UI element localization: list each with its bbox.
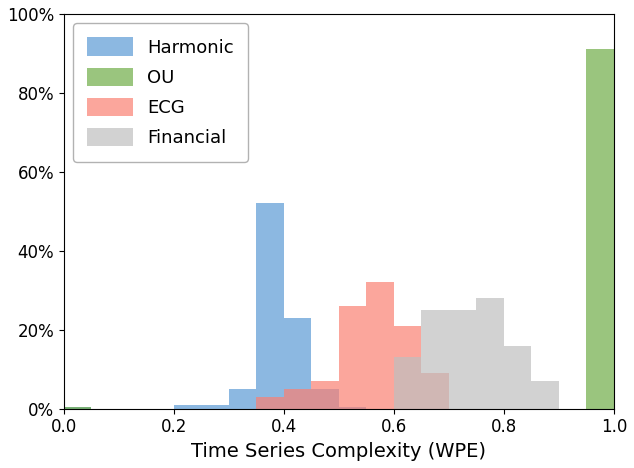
Bar [284, 318, 311, 409]
Bar [394, 358, 422, 409]
Bar [531, 381, 559, 409]
X-axis label: Time Series Complexity (WPE): Time Series Complexity (WPE) [191, 442, 486, 461]
Bar [256, 397, 284, 409]
Bar [422, 373, 449, 409]
Bar [174, 405, 202, 409]
Bar [64, 407, 91, 409]
Bar [339, 407, 366, 409]
Bar [339, 306, 366, 409]
Bar [311, 389, 339, 409]
Bar [202, 405, 229, 409]
Bar [311, 381, 339, 409]
Bar [229, 389, 256, 409]
Legend: Harmonic, OU, ECG, Financial: Harmonic, OU, ECG, Financial [73, 23, 248, 162]
Bar [256, 204, 284, 409]
Bar [476, 298, 504, 409]
Bar [394, 326, 422, 409]
Bar [64, 407, 91, 409]
Bar [284, 389, 311, 409]
Bar [366, 282, 394, 409]
Bar [449, 310, 476, 409]
Bar [586, 50, 614, 409]
Bar [422, 310, 449, 409]
Bar [504, 345, 531, 409]
